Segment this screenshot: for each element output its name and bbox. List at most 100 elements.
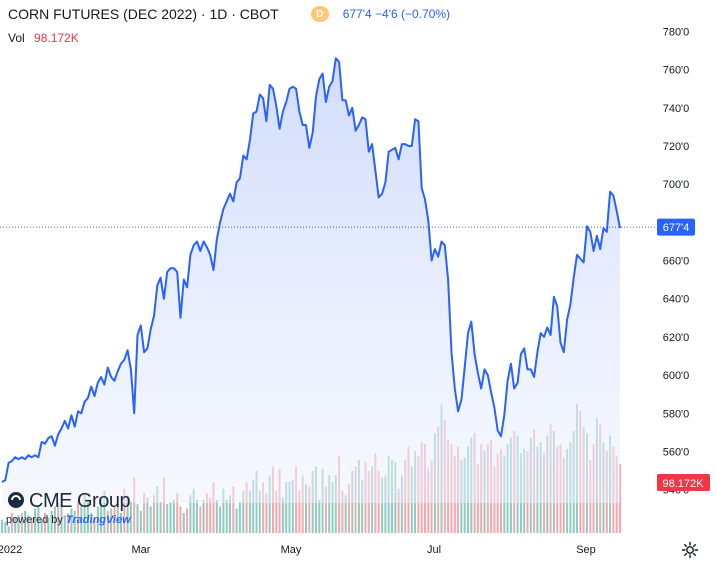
- settings-button[interactable]: [681, 541, 699, 564]
- volume-bar: [120, 513, 122, 533]
- volume-bar: [80, 506, 83, 533]
- y-tick-label: 740'0: [663, 103, 690, 115]
- volume-bar: [361, 479, 364, 533]
- volume-bar: [172, 499, 175, 534]
- x-tick-label: 2022: [0, 544, 22, 556]
- y-tick-label: 580'0: [663, 408, 690, 420]
- y-tick-label: 640'0: [663, 294, 690, 306]
- volume-bar: [20, 513, 23, 533]
- last-price-badge: 677'4: [657, 218, 695, 236]
- volume-bar: [331, 482, 334, 533]
- volume-bar: [86, 502, 89, 533]
- volume-bar: [100, 499, 103, 534]
- y-tick-label: 760'0: [663, 65, 690, 77]
- cme-group-logo[interactable]: CME Group powered by TradingView: [6, 490, 131, 526]
- volume-bar: [242, 490, 245, 533]
- volume-bar: [73, 510, 76, 533]
- volume-bar: [265, 493, 268, 533]
- volume-bar: [70, 508, 73, 533]
- volume-bar: [205, 493, 208, 533]
- volume-bar: [219, 506, 222, 533]
- volume-bar: [30, 517, 33, 533]
- powered-by: powered by TradingView: [6, 514, 131, 526]
- volume-bar: [136, 504, 139, 533]
- volume-value: 98.172K: [34, 31, 79, 45]
- volume-bar: [60, 504, 63, 533]
- time-axis: 2022 Mar May Jul Sep: [0, 544, 596, 556]
- quote-change: 677'4 −4'6 (−0.70%): [342, 7, 451, 21]
- volume-bar: [44, 513, 46, 533]
- volume-bar: [192, 488, 195, 533]
- powered-by-label: powered by: [6, 514, 63, 526]
- volume-bar: [37, 506, 40, 533]
- volume-bar: [308, 486, 311, 533]
- volume-bar: [40, 519, 43, 533]
- volume-bar: [156, 486, 159, 533]
- volume-bar: [27, 515, 30, 533]
- volume-bar: [10, 513, 13, 533]
- volume-bar: [103, 490, 106, 533]
- chart-header: CORN FUTURES (DEC 2022) · 1D · CBOT D 67…: [8, 6, 450, 22]
- volume-bar: [14, 517, 17, 533]
- volume-bar: [275, 490, 278, 533]
- gear-icon: [681, 541, 699, 559]
- volume-bar: [162, 477, 165, 533]
- volume-bar: [298, 490, 301, 533]
- volume-bar: [288, 482, 291, 533]
- volume-bar: [63, 515, 66, 533]
- volume-bar: [225, 499, 228, 534]
- volume-bar: [232, 486, 235, 533]
- volume-bar: [262, 482, 265, 533]
- volume-bar: [113, 506, 116, 533]
- volume-bar: [285, 482, 288, 533]
- volume-bar: [212, 482, 215, 533]
- volume-bar: [291, 479, 294, 533]
- volume-bar: [24, 510, 27, 533]
- volume-bar: [110, 508, 113, 533]
- volume-bar: [397, 488, 400, 533]
- volume-bar: [53, 506, 56, 533]
- cme-name: CME Group: [29, 490, 131, 512]
- delayed-badge[interactable]: D: [310, 6, 329, 22]
- volume-bar: [1, 519, 3, 533]
- volume-bar: [328, 475, 331, 533]
- volume-bar: [318, 499, 321, 534]
- x-tick-label: Jul: [427, 544, 441, 556]
- volume-bar: [245, 482, 248, 533]
- cme-wordmark: CME Group: [6, 490, 131, 513]
- volume-bar: [90, 513, 93, 533]
- volume-bar: [384, 475, 387, 533]
- volume-bar: [67, 513, 70, 533]
- volume-bar: [106, 510, 109, 533]
- volume-bar: [93, 517, 96, 533]
- y-tick-label: 560'0: [663, 447, 690, 459]
- y-tick-label: 720'0: [663, 141, 690, 153]
- volume-bar: [169, 502, 172, 533]
- y-tick-label: 700'0: [663, 179, 690, 191]
- x-tick-label: Sep: [576, 544, 596, 556]
- volume-badge: 98.172K: [657, 474, 710, 491]
- volume-bar: [133, 477, 136, 533]
- volume-bar: [186, 508, 189, 533]
- volume-bar: [199, 506, 202, 533]
- volume-bar: [248, 490, 251, 533]
- volume-bar: [341, 490, 344, 533]
- volume-bar: [268, 475, 271, 533]
- volume-bar: [166, 504, 169, 533]
- volume-bar: [334, 475, 337, 533]
- volume-bar: [196, 499, 198, 534]
- x-tick-label: May: [281, 544, 302, 556]
- y-tick-label: 620'0: [663, 332, 690, 344]
- volume-bar: [123, 488, 126, 533]
- volume-label: Vol: [8, 31, 25, 45]
- volume-bar: [126, 495, 129, 533]
- volume-bar: [57, 502, 60, 533]
- tradingview-label: TradingView: [65, 514, 131, 526]
- volume-bar: [146, 497, 149, 533]
- volume-bar: [305, 484, 307, 533]
- volume-bar: [50, 510, 53, 533]
- price-area-fill: [2, 58, 620, 503]
- volume-bar: [179, 506, 182, 533]
- cme-globe-icon: [8, 492, 24, 508]
